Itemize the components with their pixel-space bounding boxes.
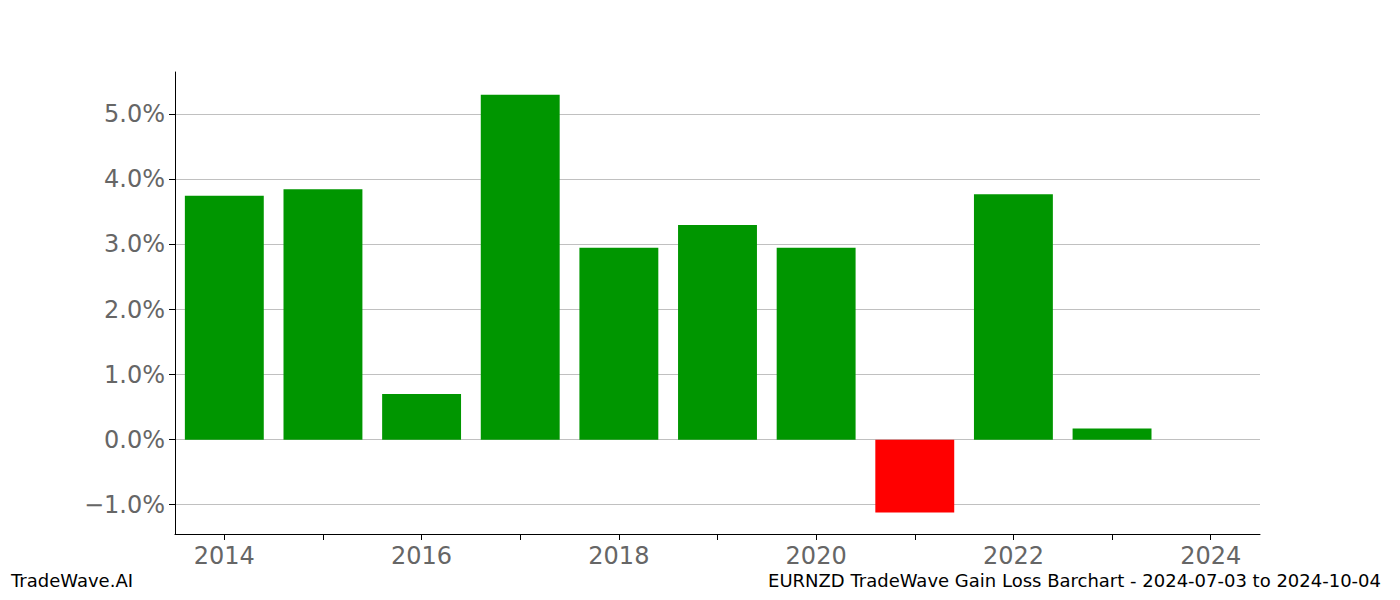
svg-text:3.0%: 3.0% — [104, 230, 165, 258]
svg-text:2022: 2022 — [983, 542, 1044, 570]
svg-text:4.0%: 4.0% — [104, 165, 165, 193]
svg-text:−1.0%: −1.0% — [84, 491, 165, 519]
svg-text:0.0%: 0.0% — [104, 426, 165, 454]
svg-text:2020: 2020 — [786, 542, 847, 570]
svg-text:TradeWave.AI: TradeWave.AI — [10, 570, 133, 591]
svg-text:2024: 2024 — [1180, 542, 1241, 570]
svg-text:5.0%: 5.0% — [104, 100, 165, 128]
svg-text:2018: 2018 — [588, 542, 649, 570]
svg-text:2016: 2016 — [391, 542, 452, 570]
svg-text:EURNZD TradeWave Gain Loss Bar: EURNZD TradeWave Gain Loss Barchart - 20… — [768, 570, 1381, 591]
svg-text:2014: 2014 — [194, 542, 255, 570]
svg-text:2.0%: 2.0% — [104, 296, 165, 324]
svg-text:1.0%: 1.0% — [104, 361, 165, 389]
